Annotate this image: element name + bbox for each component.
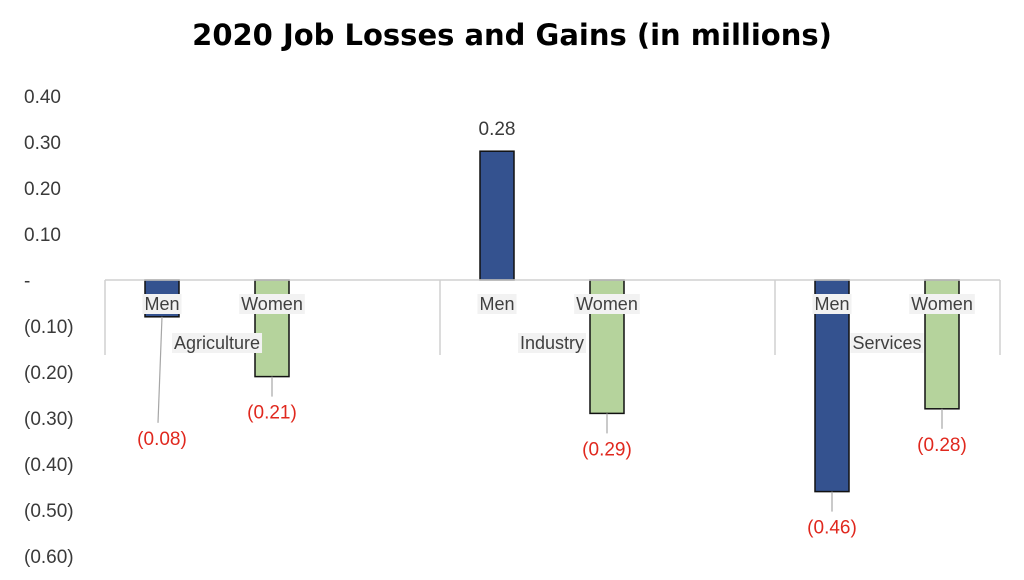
- group-label-industry: Industry: [520, 333, 584, 353]
- category-label-bg: [909, 294, 975, 314]
- category-label-men: Men: [144, 294, 179, 314]
- y-tick-label: (0.30): [24, 409, 74, 430]
- group-label-bg: [171, 333, 263, 353]
- category-label-bg: [477, 294, 517, 314]
- y-tick-label: (0.10): [24, 317, 74, 338]
- category-label-women: Women: [241, 294, 303, 314]
- category-label-women: Women: [911, 294, 973, 314]
- y-tick-label: 0.40: [24, 87, 61, 108]
- data-label: (0.21): [247, 403, 297, 424]
- category-label-men: Men: [814, 294, 849, 314]
- y-tick-label: -: [24, 271, 30, 292]
- y-tick-label: 0.30: [24, 133, 61, 154]
- category-label-bg: [812, 294, 852, 314]
- category-label-bg: [239, 294, 305, 314]
- category-label-bg: [142, 294, 182, 314]
- chart-title: 2020 Job Losses and Gains (in millions): [192, 18, 832, 52]
- data-label: (0.46): [807, 518, 857, 539]
- category-label-men: Men: [479, 294, 514, 314]
- y-tick-label: (0.60): [24, 547, 74, 568]
- data-label: (0.28): [917, 435, 967, 456]
- group-label-bg: [850, 333, 924, 353]
- y-tick-label: (0.50): [24, 501, 74, 522]
- data-label: (0.29): [582, 439, 632, 460]
- group-label-bg: [517, 333, 587, 353]
- group-label-services: Services: [852, 333, 921, 353]
- category-label-women: Women: [576, 294, 638, 314]
- category-label-bg: [574, 294, 640, 314]
- data-label: 0.28: [479, 119, 516, 140]
- y-tick-label: 0.20: [24, 179, 61, 200]
- group-label-agriculture: Agriculture: [174, 333, 260, 353]
- y-tick-label: (0.20): [24, 363, 74, 384]
- y-tick-label: (0.40): [24, 455, 74, 476]
- bar-industry-men: [479, 150, 515, 281]
- data-label-leader: [157, 316, 163, 423]
- data-label: (0.08): [137, 429, 187, 450]
- y-tick-label: 0.10: [24, 225, 61, 246]
